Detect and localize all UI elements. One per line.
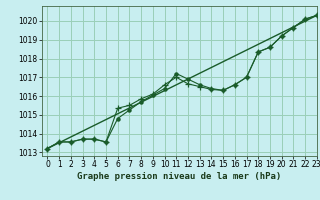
X-axis label: Graphe pression niveau de la mer (hPa): Graphe pression niveau de la mer (hPa) bbox=[77, 172, 281, 181]
